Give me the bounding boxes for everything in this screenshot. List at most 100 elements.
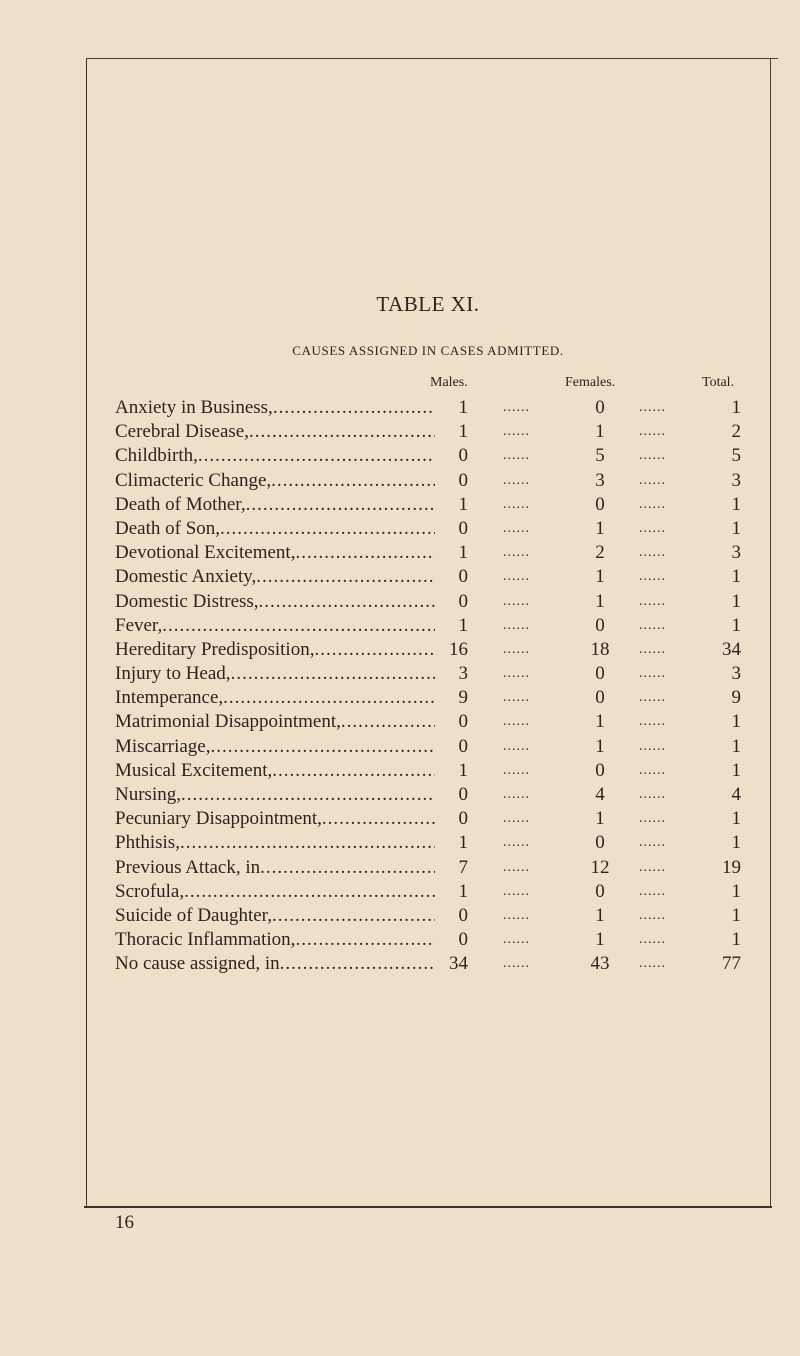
table-row: Childbirth, ............................… — [115, 444, 755, 468]
frame-left-rule — [86, 58, 87, 1207]
dot-leader: ...... — [639, 400, 666, 415]
dot-leader: ...... — [639, 762, 666, 778]
dot-leader: ...... — [503, 762, 530, 778]
dot-leader: ........................................… — [314, 638, 435, 660]
table-row: Pecuniary Disappointment, ..............… — [115, 807, 755, 831]
dot-leader: ...... — [503, 496, 530, 512]
dot-leader: ........................................… — [295, 929, 435, 951]
cause-text: Scrofula, — [115, 880, 185, 902]
dot-leader: ........................................… — [295, 542, 435, 564]
females-value: 0 — [595, 687, 605, 709]
cause-label: No cause assigned, in ..................… — [115, 952, 435, 976]
cause-label: Matrimonial Disappointment, ............… — [115, 710, 435, 734]
total-value: 1 — [731, 493, 742, 515]
males-value: 7 — [458, 856, 469, 878]
dot-leader: ........................................… — [197, 445, 435, 467]
dot-leader: ...... — [639, 932, 666, 948]
cause-text: Pecuniary Disappointment, — [115, 808, 322, 830]
cause-text: Matrimonial Disappointment, — [115, 711, 341, 733]
dot-leader: ........................................… — [223, 687, 435, 709]
table-body: Anxiety in Business, ...................… — [115, 396, 755, 977]
cause-label: Domestic Anxiety, ......................… — [115, 565, 435, 589]
dot-leader: ........................................… — [272, 397, 435, 418]
females-value: 43 — [590, 953, 610, 975]
males-value: 0 — [458, 784, 469, 805]
table-row: Death of Mother, .......................… — [115, 493, 755, 517]
frame-top-rule — [86, 58, 778, 59]
cause-text: Devotional Excitement, — [115, 542, 296, 564]
dot-leader: ...... — [503, 787, 530, 802]
total-value: 3 — [731, 663, 742, 685]
total-value: 1 — [731, 566, 742, 588]
frame-right-rule — [770, 58, 771, 1207]
table-row: No cause assigned, in ..................… — [115, 952, 755, 976]
females-value: 0 — [595, 832, 605, 854]
males-value: 0 — [458, 929, 469, 951]
dot-leader: ........................................… — [258, 590, 435, 612]
table-row: Suicide of Daughter, ...................… — [115, 904, 755, 928]
dot-leader: ...... — [503, 883, 530, 899]
cause-text: Cerebral Disease, — [115, 421, 249, 443]
cause-label: Previous Attack, in ....................… — [115, 856, 435, 880]
males-value: 16 — [449, 638, 468, 660]
males-value: 0 — [458, 808, 469, 830]
cause-label: Intemperance, ..........................… — [115, 686, 435, 710]
dot-leader: ...... — [639, 641, 666, 657]
dot-leader: ...... — [639, 835, 666, 851]
table-row: Fever, .................................… — [115, 614, 755, 638]
cause-text: Domestic Distress, — [115, 590, 259, 612]
dot-leader: ........................................… — [249, 421, 435, 443]
dot-leader: ...... — [503, 400, 530, 415]
table-subtitle: CAUSES ASSIGNED IN CASES ADMITTED. — [292, 343, 564, 358]
dot-leader: ...... — [639, 714, 666, 730]
dot-leader: ...... — [639, 520, 666, 536]
dot-leader: ...... — [639, 472, 666, 488]
females-value: 1 — [595, 929, 605, 951]
females-value: 0 — [595, 759, 605, 781]
males-value: 1 — [458, 880, 469, 902]
cause-text: Hereditary Predisposition, — [115, 638, 315, 660]
females-value: 1 — [595, 808, 605, 830]
cause-text: Childbirth, — [115, 445, 198, 467]
dot-leader: ...... — [639, 545, 666, 561]
dot-leader: ........................................… — [321, 808, 435, 830]
females-value: 4 — [595, 784, 605, 805]
cause-label: Domestic Distress, .....................… — [115, 590, 435, 614]
males-value: 0 — [458, 469, 469, 491]
dot-leader: ...... — [503, 617, 530, 633]
table-row: Death of Son, ..........................… — [115, 517, 755, 541]
table-row: Cerebral Disease, ......................… — [115, 420, 755, 444]
males-value: 0 — [458, 904, 469, 926]
total-value: 4 — [731, 784, 742, 805]
cause-text: Thoracic Inflammation, — [115, 929, 296, 951]
cause-label: Phthisis, ..............................… — [115, 831, 435, 855]
males-value: 0 — [458, 735, 469, 757]
cause-label: Cerebral Disease, ......................… — [115, 420, 435, 444]
cause-text: No cause assigned, in — [115, 953, 280, 975]
dot-leader: ...... — [639, 738, 666, 754]
males-value: 1 — [458, 397, 469, 418]
cause-label: Hereditary Predisposition, .............… — [115, 638, 435, 662]
dot-leader: ...... — [639, 448, 666, 464]
dot-leader: ...... — [639, 496, 666, 512]
females-value: 0 — [595, 493, 605, 515]
cause-label: Fever, .................................… — [115, 614, 435, 638]
cause-label: Scrofula, ..............................… — [115, 880, 435, 904]
females-value: 0 — [595, 880, 605, 902]
males-value: 1 — [458, 759, 469, 781]
cause-text: Previous Attack, in — [115, 856, 261, 878]
total-value: 19 — [722, 856, 741, 878]
total-value: 1 — [731, 735, 742, 757]
table-row: Hereditary Predisposition, .............… — [115, 638, 755, 662]
males-value: 1 — [458, 832, 469, 854]
header-females: Females. — [565, 375, 616, 390]
table-row: Domestic Distress, .....................… — [115, 590, 755, 614]
dot-leader: ...... — [503, 569, 530, 585]
females-value: 0 — [595, 614, 605, 636]
dot-leader: ...... — [639, 811, 666, 827]
total-value: 34 — [722, 638, 741, 660]
cause-text: Nursing, — [115, 784, 181, 805]
females-value: 5 — [595, 445, 605, 467]
dot-leader: ...... — [503, 424, 530, 440]
dot-leader: ...... — [639, 690, 666, 706]
